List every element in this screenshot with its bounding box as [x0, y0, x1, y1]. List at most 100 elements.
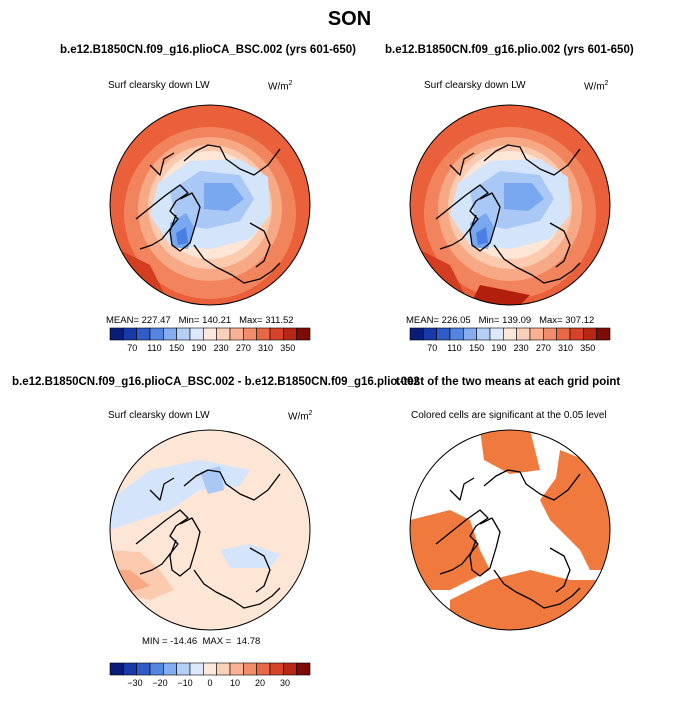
panel-1-colorbar-swatch	[163, 327, 177, 341]
panel-3-title: b.e12.B1850CN.f09_g16.plioCA_BSC.002 - b…	[12, 376, 420, 388]
panel-1-colorbar-swatch	[176, 327, 191, 341]
coastline-segment	[483, 144, 581, 176]
coastline-segment	[449, 477, 475, 501]
panel-1-colorbar-tick-label: 190	[191, 343, 206, 353]
coastline-segment	[493, 244, 581, 284]
coastline-segment	[549, 547, 571, 593]
panel-3-colorbar-swatch	[216, 662, 231, 676]
panel-1-colorbar-tick-label: 110	[147, 343, 161, 353]
panel-1-colorbar-swatch	[283, 327, 297, 341]
panel-1-colorbar-swatch	[136, 327, 151, 341]
coastline-segment	[493, 569, 581, 609]
panel-2-colorbar-tick-label: 190	[491, 343, 506, 353]
coastline-segment	[183, 144, 281, 176]
panel-3-colorbar: −30 −20 −10 0 10 20 30	[109, 662, 311, 688]
panel-1-colorbar-swatch	[123, 327, 137, 341]
panel-3-map	[110, 430, 310, 630]
panel-1-colorbar-tick-label: 270	[236, 343, 251, 353]
panel-1-colorbar-swatch	[256, 327, 271, 341]
panel-1-colorbar-swatch	[296, 327, 311, 341]
panel-2-colorbar-swatch	[529, 327, 544, 341]
field-band-170	[204, 183, 244, 211]
diff-band-neg-5-east	[220, 544, 280, 568]
map-boundary	[409, 104, 611, 306]
panel-3-variable: Surf clearsky down LW	[108, 410, 210, 421]
panel-3-colorbar-swatch	[176, 662, 191, 676]
panel-2-colorbar-tick-label: 110	[447, 343, 461, 353]
coastline-segment	[249, 222, 271, 268]
panel-1-map	[110, 105, 310, 305]
panel-2-colorbar-tick-label: 350	[580, 343, 595, 353]
coastline-segment	[435, 509, 489, 575]
panel-2-colorbar-swatch	[583, 327, 597, 341]
greenland-core	[176, 227, 188, 245]
panel-2-colorbar-swatch	[423, 327, 437, 341]
panel-1-colorbar-swatch	[189, 327, 204, 341]
panel-1-colorbar-tick-label: 310	[258, 343, 273, 353]
panel-3-colorbar-swatch	[256, 662, 271, 676]
coastlines	[135, 144, 581, 609]
panel-1-units: W/m2	[268, 80, 293, 93]
coastline-segment	[435, 184, 489, 250]
panel-2-colorbar-tick-label: 270	[536, 343, 551, 353]
panel-4-title: t-test of the two means at each grid poi…	[396, 376, 621, 388]
panel-3-units: W/m2	[288, 410, 313, 423]
panel-3-colorbar-tick-label: −30	[127, 678, 142, 688]
greenland-core	[476, 227, 488, 245]
panel-3-stats: MIN = -14.46 MAX = 14.78	[142, 636, 261, 647]
panel-2-stats: MEAN= 226.05 Min= 139.09 Max= 307.12	[406, 315, 595, 326]
panel-1-stats: MEAN= 227.47 Min= 140.21 Max= 311.52	[106, 315, 294, 326]
diff-band-neg-10	[200, 466, 224, 494]
panel-2-title: b.e12.B1850CN.f09_g16.plio.002 (yrs 601-…	[385, 44, 634, 56]
map-outlines	[109, 104, 611, 631]
coastline-segment	[135, 184, 189, 250]
panel-4-map	[410, 430, 610, 630]
panel-3-colorbar-tick-label: −20	[152, 678, 167, 688]
panel-2-colorbar-swatch	[596, 327, 611, 341]
coastline-segment	[169, 517, 201, 577]
panel-2-colorbar-swatch	[503, 327, 517, 341]
panel-3-colorbar-tick-label: 10	[230, 678, 240, 688]
panel-3-colorbar-tick-label: 30	[280, 678, 290, 688]
panel-2-colorbar-swatch	[556, 327, 571, 341]
panel-1-variable: Surf clearsky down LW	[108, 80, 210, 91]
panel-4-variable: Colored cells are significant at the 0.0…	[411, 410, 607, 421]
panel-2-colorbar-swatch	[543, 327, 557, 341]
significant-cells	[480, 430, 540, 474]
panel-2-colorbar-swatch	[516, 327, 531, 341]
map-boundary	[109, 429, 311, 631]
panel-2-colorbar-swatch	[436, 327, 451, 341]
panel-1-colorbar-swatch	[203, 327, 217, 341]
field-band-350	[470, 285, 530, 305]
panel-3-colorbar-tick-label: −10	[177, 678, 192, 688]
panel-3-colorbar-tick-label: 20	[255, 678, 265, 688]
panel-1-colorbar-swatch	[109, 327, 124, 341]
coastline-segment	[549, 222, 571, 268]
panel-1-colorbar-swatch	[229, 327, 244, 341]
panel-1-colorbar-swatch	[269, 327, 284, 341]
panel-3-colorbar-swatch	[243, 662, 257, 676]
panel-1-colorbar-tick-label: 350	[280, 343, 295, 353]
panel-2-colorbar: 70 110 150 190 230 270 310 350	[409, 327, 611, 353]
coastline-segment	[169, 192, 201, 252]
panel-1-colorbar: 70 110 150 190 230 270 310 350	[109, 327, 311, 353]
coastline-segment	[135, 509, 189, 575]
panel-3-colorbar-swatch	[203, 662, 217, 676]
panel-3-colorbar-swatch	[149, 662, 164, 676]
panel-1-colorbar-tick-label: 230	[214, 343, 229, 353]
coastline-segment	[193, 244, 281, 284]
panel-1-colorbar-tick-label: 70	[127, 343, 137, 353]
season-title: SON	[327, 8, 372, 30]
panel-3-colorbar-swatch	[123, 662, 137, 676]
panel-1-colorbar-swatch	[243, 327, 257, 341]
panel-2-colorbar-swatch	[449, 327, 464, 341]
significant-cells	[540, 450, 610, 570]
significant-cells	[410, 510, 490, 590]
panel-3-colorbar-swatch	[136, 662, 151, 676]
panel-3-colorbar-swatch	[296, 662, 311, 676]
map-boundary	[109, 104, 311, 306]
panel-1-title: b.e12.B1850CN.f09_g16.plioCA_BSC.002 (yr…	[60, 44, 356, 56]
panel-2-colorbar-tick-label: 70	[427, 343, 437, 353]
panel-2-colorbar-swatch	[409, 327, 424, 341]
coastline-segment	[183, 469, 281, 501]
